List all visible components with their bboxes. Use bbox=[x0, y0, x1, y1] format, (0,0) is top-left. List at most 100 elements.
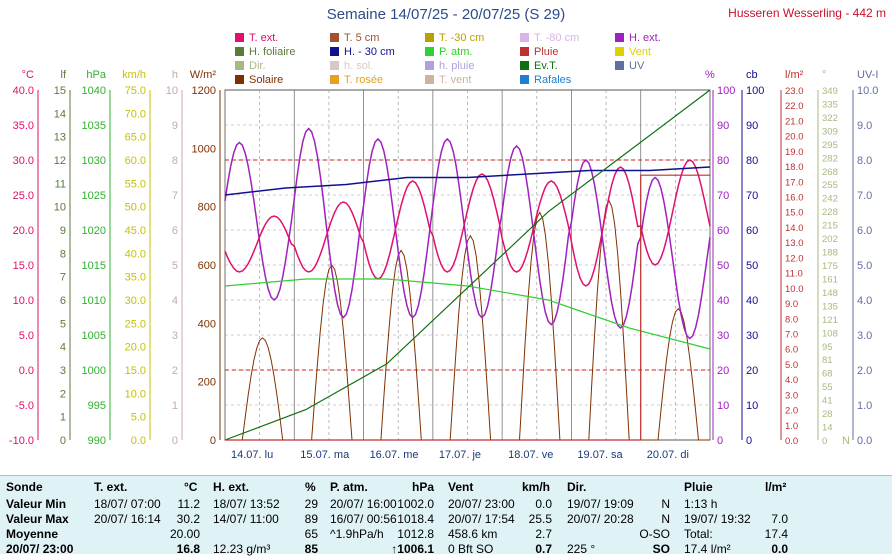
hext-value: 65 bbox=[304, 527, 318, 541]
row-label: Valeur Min bbox=[6, 497, 67, 511]
hext-value: 85 bbox=[304, 542, 318, 556]
axis-tick-label: 5.0 bbox=[857, 260, 872, 272]
axis-tick-label: -10.0 bbox=[9, 435, 34, 447]
axis-unit: km/h bbox=[122, 69, 146, 81]
axis-tick-label: 15.0 bbox=[125, 365, 146, 377]
x-tick-label: 14.07. lu bbox=[231, 449, 273, 461]
axis-tick-label: 2 bbox=[60, 388, 66, 400]
axis-tick-label: 8.0 bbox=[857, 155, 872, 167]
patm-date: 20/07/ 16:00 bbox=[330, 497, 397, 511]
hext-date: 18/07/ 13:52 bbox=[213, 497, 280, 511]
legend-label: H. ext. bbox=[629, 32, 661, 44]
legend-label: Dir. bbox=[249, 60, 266, 72]
axis-tick-label: 14.0 bbox=[785, 223, 804, 234]
legend-label: T. vent bbox=[439, 74, 471, 86]
dir-value: SO bbox=[652, 542, 670, 556]
axis-tick-label: 40 bbox=[746, 295, 758, 307]
axis-tick-label: 5.0 bbox=[785, 360, 798, 371]
patm-value: ↑1006.1 bbox=[391, 542, 434, 556]
legend-label: UV bbox=[629, 60, 645, 72]
axis-tick-label: 10 bbox=[746, 400, 758, 412]
axis-tick-label: 242 bbox=[822, 194, 838, 205]
axis-tick-label: 14 bbox=[822, 423, 833, 434]
axis-tick-label: 8 bbox=[60, 248, 66, 260]
legend-swatch bbox=[425, 47, 434, 56]
axis-tick-label: 17.0 bbox=[785, 177, 804, 188]
text-value: 16.8 bbox=[176, 542, 200, 556]
axis-tick-label: 20 bbox=[746, 365, 758, 377]
axis-tick-label: 21.0 bbox=[785, 116, 804, 127]
legend-swatch bbox=[330, 33, 339, 42]
axis-tick-label: 2.0 bbox=[857, 365, 872, 377]
axis-tick-label: 0 bbox=[746, 435, 752, 447]
axis-tick-label: 12 bbox=[54, 155, 66, 167]
legend-label: Pluie bbox=[534, 46, 558, 58]
series-pluie bbox=[225, 174, 710, 441]
legend-label: Vent bbox=[629, 46, 651, 58]
series-p-atm bbox=[224, 278, 711, 350]
axis-tick-label: 1005 bbox=[82, 330, 106, 342]
series-evt bbox=[224, 89, 711, 441]
legend-swatch bbox=[520, 47, 529, 56]
axis-tick-label: 1000 bbox=[82, 365, 106, 377]
axis-tick-label: 1 bbox=[172, 400, 178, 412]
axis-tick-label: 19.0 bbox=[785, 147, 804, 158]
axis-tick-label: 335 bbox=[822, 99, 838, 110]
axis-tick-label: 4 bbox=[60, 342, 66, 354]
axis-tick-label: 75.0 bbox=[125, 85, 146, 97]
axis-tick-label: 1.0 bbox=[857, 400, 872, 412]
text-value: 30.2 bbox=[176, 512, 200, 526]
axis-tick-label: 100 bbox=[717, 85, 735, 97]
axis-tick-label: 5.0 bbox=[19, 330, 34, 342]
row-label: 20/07/ 23:00 bbox=[6, 542, 74, 556]
dir-date: 225 ° bbox=[567, 542, 596, 556]
axis-tick-label: 55 bbox=[822, 382, 833, 393]
legend-swatch bbox=[425, 61, 434, 70]
axis-tick-label: 7 bbox=[60, 272, 66, 284]
axis-tick-label: 1015 bbox=[82, 260, 106, 272]
axis-tick-label: 80 bbox=[717, 155, 729, 167]
axis-unit: UV-I bbox=[857, 69, 878, 81]
axis-tick-label: 81 bbox=[822, 355, 833, 366]
axis-tick-label: 1030 bbox=[82, 155, 106, 167]
axis-tick-label: 40 bbox=[717, 295, 729, 307]
axis-tick-label: 349 bbox=[822, 86, 838, 97]
x-tick-label: 18.07. ve bbox=[508, 449, 553, 461]
axis-tick-label: 400 bbox=[198, 318, 216, 330]
legend-swatch bbox=[615, 61, 624, 70]
dir-value: O-SO bbox=[639, 527, 670, 541]
legend-label: T. -30 cm bbox=[439, 32, 484, 44]
axis-tick-label: 25.0 bbox=[13, 190, 34, 202]
axis-tick-label: 228 bbox=[822, 207, 838, 218]
axis-tick-label: 65.0 bbox=[125, 132, 146, 144]
axis-tick-label: 3 bbox=[172, 330, 178, 342]
vent-value: 2.7 bbox=[535, 527, 552, 541]
axis-tick-label: 70 bbox=[746, 190, 758, 202]
legend-swatch bbox=[425, 33, 434, 42]
legend-swatch bbox=[520, 75, 529, 84]
axis-tick-label: 70.0 bbox=[125, 108, 146, 120]
text-date: 20/07/ 16:14 bbox=[94, 512, 161, 526]
axis-tick-label: 90 bbox=[746, 120, 758, 132]
axis-tick-label: 108 bbox=[822, 328, 838, 339]
dir-date: 20/07/ 20:28 bbox=[567, 512, 634, 526]
axis-tick-label: 10 bbox=[717, 400, 729, 412]
legend-label: Solaire bbox=[249, 74, 283, 86]
axis-unit: °C bbox=[22, 69, 34, 81]
weather-chart: T. ext. T. 5 cm T. -30 cm T. -80 cm H. ext. H… bbox=[9, 32, 879, 461]
axis-tick-label: 10.0 bbox=[785, 284, 804, 295]
axis-tick-label: 800 bbox=[198, 202, 216, 214]
axis-tick-label: 0 bbox=[717, 435, 723, 447]
axis-tick-label: 11.0 bbox=[785, 269, 803, 280]
hext-date: 14/07/ 11:00 bbox=[213, 512, 279, 526]
legend-label: h. pluie bbox=[439, 60, 474, 72]
axis-tick-label: 70 bbox=[717, 190, 729, 202]
axis-tick-label: 50.0 bbox=[125, 202, 146, 214]
dir-value: N bbox=[661, 512, 670, 526]
axis-tick-label: 20.0 bbox=[785, 132, 804, 143]
axis-tick-label: 0.0 bbox=[19, 365, 34, 377]
axis-tick-label: 1020 bbox=[82, 225, 106, 237]
header-hext-unit: % bbox=[305, 480, 316, 494]
axis-tick-label: 0.0 bbox=[785, 436, 798, 447]
x-tick-label: 17.07. je bbox=[439, 449, 481, 461]
